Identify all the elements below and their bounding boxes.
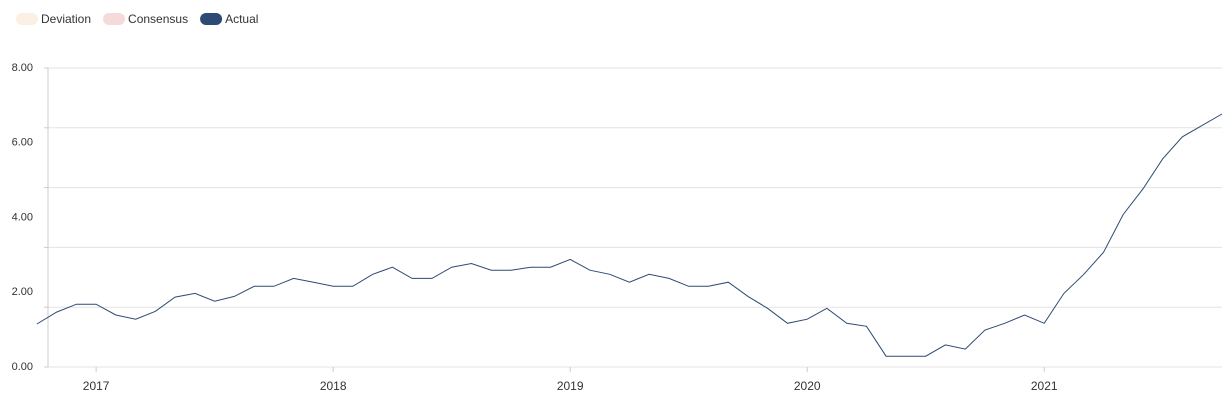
x-tick-label: 2020	[794, 379, 821, 393]
y-tick-label: 4.00	[12, 211, 33, 223]
legend-label[interactable]: Consensus	[128, 12, 188, 26]
y-tick-label: 6.00	[12, 137, 33, 149]
legend-swatch[interactable]	[103, 13, 126, 25]
y-tick-label: 0.00	[12, 361, 33, 373]
y-tick-label: 2.00	[12, 286, 33, 298]
legend-label[interactable]: Actual	[225, 12, 258, 26]
legend-label[interactable]: Deviation	[41, 12, 91, 26]
x-tick-label: 2021	[1031, 379, 1058, 393]
series-line	[36, 113, 1223, 357]
x-tick-label: 2017	[83, 379, 110, 393]
legend-swatch[interactable]	[16, 13, 38, 25]
x-tick-label: 2018	[320, 379, 347, 393]
x-tick-label: 2019	[557, 379, 584, 393]
y-tick-label: 8.00	[12, 62, 33, 74]
legend-swatch[interactable]	[200, 13, 223, 25]
